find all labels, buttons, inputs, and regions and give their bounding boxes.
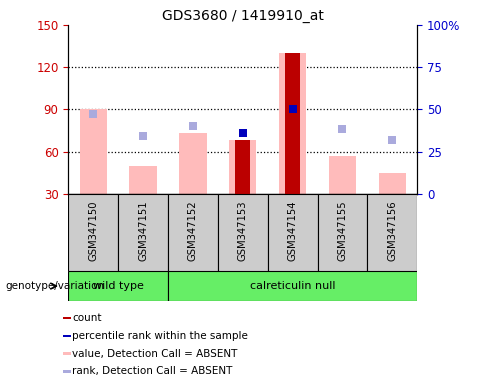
Bar xyxy=(63,317,71,319)
Text: GSM347155: GSM347155 xyxy=(338,200,347,261)
Bar xyxy=(229,141,257,194)
Bar xyxy=(285,53,300,194)
Point xyxy=(189,123,197,129)
Point xyxy=(139,133,147,139)
Point xyxy=(89,111,97,117)
Bar xyxy=(379,173,406,194)
Bar xyxy=(268,194,318,271)
Bar xyxy=(63,352,71,355)
Bar xyxy=(279,53,306,194)
Text: rank, Detection Call = ABSENT: rank, Detection Call = ABSENT xyxy=(72,366,232,376)
Text: GSM347152: GSM347152 xyxy=(188,200,198,261)
Title: GDS3680 / 1419910_at: GDS3680 / 1419910_at xyxy=(162,8,324,23)
Text: GSM347154: GSM347154 xyxy=(287,200,298,261)
Bar xyxy=(168,271,417,301)
Bar xyxy=(68,194,118,271)
Text: calreticulin null: calreticulin null xyxy=(250,281,335,291)
Text: count: count xyxy=(72,313,102,323)
Point xyxy=(339,126,346,132)
Bar xyxy=(367,194,417,271)
Text: value, Detection Call = ABSENT: value, Detection Call = ABSENT xyxy=(72,349,237,359)
Bar xyxy=(63,370,71,372)
Bar xyxy=(318,194,367,271)
Bar xyxy=(235,141,250,194)
Point xyxy=(239,130,247,136)
Bar xyxy=(329,156,356,194)
Text: GSM347156: GSM347156 xyxy=(387,200,397,261)
Text: genotype/variation: genotype/variation xyxy=(5,281,104,291)
Bar xyxy=(179,133,206,194)
Point xyxy=(289,106,297,113)
Text: GSM347153: GSM347153 xyxy=(238,200,248,261)
Text: GSM347150: GSM347150 xyxy=(88,200,98,261)
Bar xyxy=(218,194,268,271)
Bar xyxy=(80,109,107,194)
Text: percentile rank within the sample: percentile rank within the sample xyxy=(72,331,248,341)
Text: wild type: wild type xyxy=(93,281,143,291)
Point xyxy=(388,137,396,144)
Bar xyxy=(129,166,157,194)
Bar xyxy=(118,194,168,271)
Bar xyxy=(68,271,168,301)
Bar xyxy=(168,194,218,271)
Bar xyxy=(63,334,71,337)
Text: GSM347151: GSM347151 xyxy=(138,200,148,261)
